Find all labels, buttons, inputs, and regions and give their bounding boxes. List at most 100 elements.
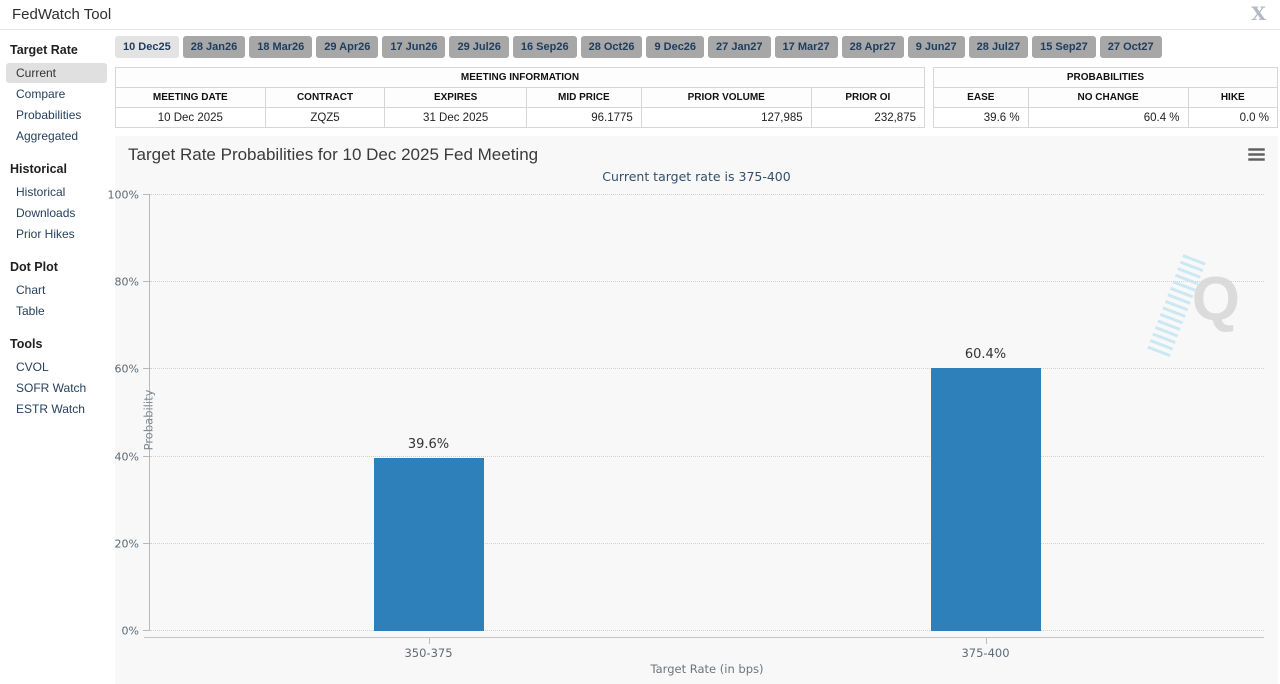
- close-icon[interactable]: X: [1251, 3, 1266, 25]
- sidebar-section-historical: Historical Historical Downloads Prior Hi…: [0, 159, 111, 244]
- sidebar-item-chart[interactable]: Chart: [16, 283, 46, 297]
- prior-oi-header: PRIOR OI: [810, 87, 926, 108]
- sidebar-section-tools: Tools CVOL SOFR Watch ESTR Watch: [0, 334, 111, 419]
- no-change-header: NO CHANGE: [1027, 87, 1189, 108]
- y-axis-tick: [143, 194, 150, 195]
- meeting-tab-9-dec26[interactable]: 9 Dec26: [646, 36, 705, 58]
- x-category-label: 350-375: [404, 646, 453, 660]
- sidebar-heading-dot-plot: Dot Plot: [10, 260, 58, 274]
- expires-header: EXPIRES: [384, 87, 527, 108]
- meeting-tab-17-mar27[interactable]: 17 Mar27: [774, 36, 838, 58]
- x-axis-tick: [428, 638, 430, 644]
- meeting-tab-17-jun26[interactable]: 17 Jun26: [382, 36, 446, 58]
- sidebar-item-probabilities[interactable]: Probabilities: [16, 108, 82, 122]
- y-tick-label: 0%: [121, 624, 139, 638]
- meeting-tab-15-sep27[interactable]: 15 Sep27: [1032, 36, 1096, 58]
- meeting-tab-18-mar26[interactable]: 18 Mar26: [249, 36, 313, 58]
- meeting-tab-16-sep26[interactable]: 16 Sep26: [512, 36, 577, 58]
- y-tick-label: 20%: [114, 537, 139, 551]
- sidebar-item-compare[interactable]: Compare: [16, 87, 66, 101]
- sidebar-item-downloads[interactable]: Downloads: [16, 206, 76, 220]
- mid-price-value: 96.1775: [525, 107, 642, 128]
- sidebar: Target Rate Current Compare Probabilitie…: [0, 30, 115, 684]
- sidebar-item-current[interactable]: Current: [6, 63, 107, 83]
- hike-header: HIKE: [1187, 87, 1279, 108]
- sidebar-item-table[interactable]: Table: [16, 304, 45, 318]
- chart-series: 39.6% 350-375 60.4% 3: [150, 195, 1264, 660]
- y-gridline-100: 100%: [108, 189, 1264, 202]
- sidebar-item-aggregated[interactable]: Aggregated: [16, 129, 79, 143]
- probability-chart-panel: Target Rate Probabilities for 10 Dec 202…: [108, 136, 1278, 684]
- sidebar-item-sofr-watch[interactable]: SOFR Watch: [16, 381, 87, 395]
- bar-375-400[interactable]: 60.4%: [930, 347, 1041, 631]
- category-375-400: 60.4% 375-400: [707, 195, 1264, 660]
- meeting-date-value: 10 Dec 2025: [115, 107, 266, 128]
- hike-value: 0.0 %: [1187, 107, 1279, 128]
- bar-value-label: 60.4%: [964, 346, 1007, 362]
- y-gridline-0: 0%: [122, 625, 1264, 638]
- y-axis-tick: [143, 542, 150, 544]
- bar-350-375[interactable]: 39.6%: [373, 437, 484, 631]
- y-gridline-20: 20%: [115, 537, 1264, 550]
- sidebar-heading-historical: Historical: [10, 162, 67, 176]
- y-axis-tick: [143, 455, 150, 457]
- meeting-tab-9-jun27[interactable]: 9 Jun27: [907, 36, 965, 58]
- y-axis-tick: [143, 281, 150, 283]
- category-350-375: 39.6% 350-375: [150, 195, 707, 660]
- sidebar-item-prior-hikes[interactable]: Prior Hikes: [16, 227, 75, 241]
- quikstrike-watermark: Q: [1146, 254, 1240, 360]
- prior-volume-header: PRIOR VOLUME: [640, 87, 812, 108]
- meeting-tab-29-apr26[interactable]: 29 Apr26: [316, 36, 379, 58]
- ease-value: 39.6 %: [933, 107, 1029, 128]
- probabilities-title: PROBABILITIES: [933, 67, 1278, 88]
- sidebar-item-historical[interactable]: Historical: [16, 185, 66, 199]
- meeting-date-tabs: 10 Dec25 28 Jan26 18 Mar26 29 Apr26 17 J…: [115, 36, 1278, 58]
- meeting-tab-27-jan27[interactable]: 27 Jan27: [708, 36, 771, 58]
- x-axis-line: [144, 637, 1264, 638]
- contract-header: CONTRACT: [264, 87, 386, 108]
- meeting-tab-28-jul27[interactable]: 28 Jul27: [968, 36, 1029, 58]
- meeting-info-title: MEETING INFORMATION: [115, 67, 925, 88]
- chart-subtitle: Current target rate is 375-400: [602, 169, 791, 184]
- meeting-tab-28-apr27[interactable]: 28 Apr27: [841, 36, 904, 58]
- meeting-date-header: MEETING DATE: [115, 87, 266, 108]
- sidebar-section-target-rate: Target Rate Current Compare Probabilitie…: [0, 40, 111, 146]
- prior-volume-value: 127,985: [640, 107, 812, 128]
- ease-header: EASE: [933, 87, 1029, 108]
- sidebar-heading-tools: Tools: [10, 337, 43, 351]
- meeting-tab-28-jan26[interactable]: 28 Jan26: [182, 36, 246, 58]
- chart-plot-area: 0% 20% 40% 60%: [108, 189, 1264, 676]
- y-axis-tick: [143, 368, 150, 370]
- mid-price-header: MID PRICE: [525, 87, 642, 108]
- bar-fill: [930, 367, 1041, 631]
- y-tick-label: 100%: [107, 188, 139, 202]
- page-title: FedWatch Tool: [12, 6, 112, 23]
- meeting-tab-28-oct26[interactable]: 28 Oct26: [580, 36, 643, 58]
- y-gridline-60: 60%: [115, 363, 1264, 376]
- meeting-tab-29-jul26[interactable]: 29 Jul26: [449, 36, 509, 58]
- y-axis-tick: [143, 630, 150, 631]
- x-axis-title: Target Rate (in bps): [650, 662, 764, 676]
- no-change-value: 60.4 %: [1027, 107, 1189, 128]
- sidebar-heading-target-rate: Target Rate: [10, 43, 78, 57]
- expires-value: 31 Dec 2025: [384, 107, 527, 128]
- x-axis-tick: [985, 638, 987, 644]
- x-category-label: 375-400: [961, 646, 1010, 660]
- y-gridline-40: 40%: [115, 450, 1264, 463]
- prior-oi-value: 232,875: [810, 107, 926, 128]
- meeting-tab-27-oct27[interactable]: 27 Oct27: [1099, 36, 1162, 58]
- meeting-tab-10-dec25[interactable]: 10 Dec25: [115, 36, 179, 58]
- chart-menu-icon[interactable]: [1248, 148, 1265, 163]
- contract-value: ZQZ5: [264, 107, 386, 128]
- quikstrike-q-logo-icon: Q: [1191, 265, 1240, 334]
- probabilities-table: PROBABILITIES EASE NO CHANGE HIKE 39.6 %…: [933, 67, 1279, 128]
- y-tick-label: 40%: [114, 450, 139, 464]
- sidebar-section-dot-plot: Dot Plot Chart Table: [0, 257, 111, 321]
- y-tick-label: 60%: [114, 362, 139, 376]
- bar-fill: [373, 458, 484, 631]
- y-tick-label: 80%: [114, 275, 139, 289]
- sidebar-item-cvol[interactable]: CVOL: [16, 360, 49, 374]
- sidebar-item-estr-watch[interactable]: ESTR Watch: [16, 402, 85, 416]
- window-header: FedWatch Tool X: [0, 0, 1280, 30]
